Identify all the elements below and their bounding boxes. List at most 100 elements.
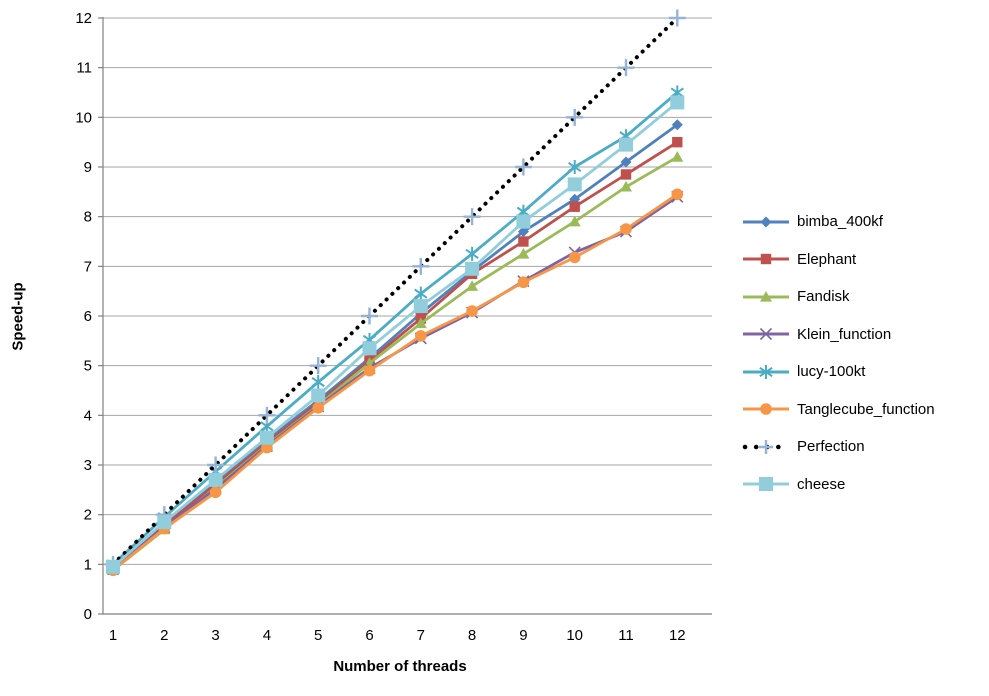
marker-triangle	[414, 317, 427, 329]
marker-plus	[463, 208, 481, 226]
marker-circle	[261, 441, 273, 454]
y-tick-label: 1	[84, 556, 92, 573]
x-axis-title: Number of threads	[333, 658, 467, 675]
marker-square	[208, 472, 223, 487]
legend-marker-fandisk	[743, 290, 789, 302]
legend-label: bimba_400kf	[797, 213, 883, 231]
marker-circle	[568, 251, 581, 264]
legend-label: Fandisk	[797, 288, 850, 306]
legend-marker-cheese	[743, 477, 789, 492]
y-tick-label: 11	[76, 60, 92, 77]
y-tick-label: 5	[84, 358, 92, 375]
marker-circle	[209, 486, 222, 499]
y-axis-title: Speed-up	[9, 282, 27, 351]
legend-marker-elephant	[743, 254, 789, 265]
marker-circle	[363, 364, 376, 377]
legend-label: Klein_function	[797, 325, 892, 343]
legend-marker-lucy-100kt	[743, 364, 789, 379]
marker-asterisk	[759, 364, 773, 379]
series-line-Fandisk	[111, 155, 679, 572]
marker-triangle	[620, 180, 632, 192]
legend-marker-perfection	[742, 439, 790, 454]
marker-asterisk	[414, 286, 428, 301]
marker-square	[516, 214, 531, 229]
series-line-cheese	[111, 101, 679, 569]
x-tick-label: 2	[160, 627, 168, 644]
marker-asterisk	[465, 246, 479, 261]
marker-square	[362, 341, 377, 356]
marker-square	[569, 201, 580, 212]
marker-plus	[361, 307, 378, 325]
y-tick-label: 7	[84, 258, 92, 275]
x-tick-label: 7	[417, 627, 425, 644]
x-tick-label: 5	[314, 627, 322, 644]
series-line-Tanglecube_function	[111, 192, 679, 572]
marker-plus	[412, 257, 430, 275]
marker-circle	[415, 330, 427, 342]
marker-circle	[671, 188, 684, 201]
marker-square	[672, 136, 683, 148]
marker-asterisk	[568, 160, 582, 174]
y-tick-label: 4	[84, 407, 92, 424]
marker-square	[106, 559, 120, 574]
marker-diamond	[760, 216, 772, 228]
x-tick-label: 3	[211, 627, 219, 644]
y-tick-label: 9	[84, 159, 92, 176]
y-tick-label: 8	[84, 209, 92, 226]
legend-item-bimba-400kf: bimba_400kf	[741, 203, 935, 241]
marker-plus	[617, 59, 635, 77]
series-line-Elephant	[111, 140, 679, 570]
marker-triangle	[760, 290, 772, 302]
marker-plus	[566, 108, 584, 126]
series-line-bimba_400kf	[111, 123, 679, 570]
marker-triangle	[517, 247, 530, 259]
marker-triangle	[671, 151, 684, 162]
marker-square	[760, 254, 772, 265]
y-tick-label: 0	[84, 606, 92, 623]
marker-square	[157, 515, 172, 530]
x-tick-label: 11	[618, 627, 634, 644]
marker-square	[619, 137, 633, 152]
x-tick-label: 1	[109, 627, 117, 644]
marker-square	[759, 477, 773, 492]
legend-item-perfection: Perfection	[741, 428, 935, 466]
marker-square	[465, 261, 480, 276]
y-tick-label: 6	[84, 308, 92, 325]
legend-item-cheese: cheese	[741, 466, 935, 504]
marker-square	[670, 95, 685, 110]
y-tick-label: 2	[84, 507, 92, 524]
marker-square	[413, 299, 428, 314]
x-tick-label: 12	[669, 627, 686, 644]
legend-item-tanglecube-function: Tanglecube_function	[741, 391, 935, 429]
x-tick-label: 4	[263, 627, 271, 644]
marker-triangle	[568, 215, 581, 227]
marker-circle	[312, 402, 325, 414]
legend-label: Tanglecube_function	[797, 400, 935, 418]
marker-square	[620, 169, 632, 180]
x-tick-label: 8	[468, 627, 476, 644]
y-tick-label: 10	[75, 109, 92, 126]
marker-x	[759, 328, 773, 341]
x-tick-label: 9	[519, 627, 527, 644]
legend: bimba_400kf Elephant Fandisk Klein_funct…	[741, 203, 935, 503]
marker-square	[567, 177, 582, 192]
legend-label: cheese	[797, 475, 846, 493]
series-line-Perfection	[111, 16, 680, 567]
marker-plus	[309, 357, 327, 375]
marker-circle	[760, 403, 772, 416]
legend-label: Elephant	[797, 250, 857, 268]
marker-diamond	[517, 226, 529, 238]
legend-item-klein-function: Klein_function	[741, 316, 935, 354]
marker-square	[311, 388, 326, 403]
series-line-lucy-100kt	[111, 91, 679, 566]
marker-plus	[759, 439, 773, 454]
legend-label: lucy-100kt	[797, 363, 866, 381]
marker-diamond	[671, 119, 683, 131]
marker-circle	[620, 223, 632, 235]
x-tick-label: 6	[365, 627, 373, 644]
x-tick-label: 10	[566, 627, 583, 644]
legend-marker-klein-function	[743, 328, 789, 341]
marker-triangle	[466, 280, 479, 291]
series-line-Klein_function	[111, 195, 679, 571]
